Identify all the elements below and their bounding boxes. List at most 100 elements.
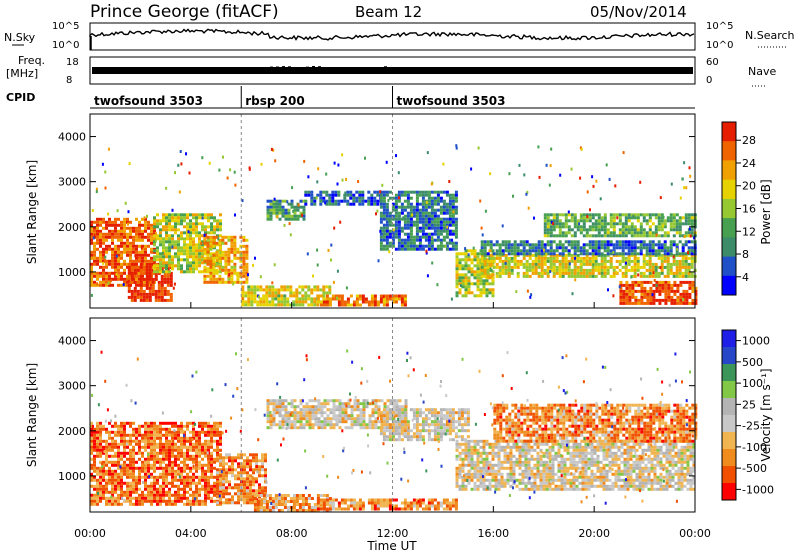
heatmap-cell <box>207 467 210 470</box>
heatmap-cell <box>254 494 257 497</box>
heatmap-cell <box>134 299 137 302</box>
heatmap-cell <box>152 281 155 284</box>
heatmap-cell <box>249 462 252 465</box>
heatmap-cell <box>401 212 404 215</box>
heatmap-cell <box>640 213 643 216</box>
heatmap-cell <box>598 252 601 255</box>
heatmap-cell <box>132 260 135 263</box>
heatmap-cell <box>325 194 328 197</box>
heatmap-cell <box>210 467 213 470</box>
heatmap-cell <box>165 422 168 425</box>
heatmap-cell <box>437 230 440 233</box>
heatmap-cell <box>637 228 640 231</box>
heatmap-cell <box>673 216 676 219</box>
heatmap-cell <box>637 213 640 216</box>
heatmap-cell <box>313 303 316 306</box>
heatmap-cell <box>171 216 174 219</box>
heatmap-cell <box>152 287 155 290</box>
heatmap-cell <box>132 503 135 506</box>
heatmap-cell <box>183 237 186 240</box>
heatmap-cell <box>562 231 565 234</box>
heatmap-cell <box>117 485 120 488</box>
heatmap-cell <box>174 216 177 219</box>
heatmap-cell <box>583 269 586 272</box>
heatmap-cell <box>344 304 347 307</box>
heatmap-cell <box>165 267 168 270</box>
heatmap-cell <box>99 455 102 458</box>
heatmap-cell <box>643 296 646 299</box>
heatmap-cell <box>102 272 105 275</box>
heatmap-cell <box>431 200 434 203</box>
heatmap-cell <box>93 437 96 440</box>
heatmap-speck <box>395 154 397 157</box>
heatmap-cell <box>168 270 171 273</box>
heatmap-cell <box>102 470 105 473</box>
heatmap-cell <box>138 473 141 476</box>
heatmap-speck <box>388 220 390 223</box>
heatmap-cell <box>270 399 273 402</box>
heatmap-speck <box>544 260 546 263</box>
heatmap-cell <box>652 234 655 237</box>
heatmap-cell <box>183 452 186 455</box>
heatmap-cell <box>123 461 126 464</box>
heatmap-speck <box>501 253 503 256</box>
heatmap-speck <box>656 284 658 287</box>
heatmap-cell <box>102 281 105 284</box>
heatmap-cell <box>628 225 631 228</box>
heatmap-cell <box>386 206 389 209</box>
heatmap-speck <box>550 164 552 167</box>
heatmap-cell <box>174 437 177 440</box>
heatmap-cell <box>685 281 688 284</box>
heatmap-cell <box>425 245 428 248</box>
heatmap-cell <box>156 219 159 222</box>
heatmap-cell <box>159 428 162 431</box>
heatmap-cell <box>215 269 218 272</box>
heatmap-cell <box>256 303 259 306</box>
heatmap-cell <box>601 257 604 260</box>
heatmap-cell <box>259 303 262 306</box>
heatmap-cell <box>607 231 610 234</box>
heatmap-cell <box>437 221 440 224</box>
heatmap-cell <box>93 284 96 287</box>
heatmap-cell <box>96 449 99 452</box>
heatmap-cell <box>586 231 589 234</box>
heatmap-cell <box>595 213 598 216</box>
heatmap-cell <box>126 248 129 251</box>
heatmap-cell <box>571 260 574 263</box>
heatmap-cell <box>267 200 270 203</box>
heatmap-cell <box>691 228 694 231</box>
heatmap-cell <box>177 452 180 455</box>
heatmap-cell <box>144 473 147 476</box>
heatmap-cell <box>361 203 364 206</box>
heatmap-cell <box>640 284 643 287</box>
heatmap-cell <box>676 260 679 263</box>
heatmap-cell <box>673 225 676 228</box>
heatmap-cell <box>568 213 571 216</box>
heatmap-cell <box>481 243 484 246</box>
heatmap-cell <box>373 200 376 203</box>
heatmap-cell <box>556 257 559 260</box>
heatmap-cell <box>105 491 108 494</box>
heatmap-cell <box>311 506 314 509</box>
heatmap-cell <box>186 213 189 216</box>
heatmap-cell <box>147 494 150 497</box>
heatmap-cell <box>380 239 383 242</box>
heatmap-cell <box>138 470 141 473</box>
heatmap-speck <box>346 286 348 289</box>
heatmap-cell <box>174 246 177 249</box>
heatmap-cell <box>616 252 619 255</box>
freq-speck <box>246 67 249 69</box>
heatmap-cell <box>580 275 583 278</box>
heatmap-cell <box>422 209 425 212</box>
heatmap-cell <box>658 246 661 249</box>
heatmap-cell <box>171 503 174 506</box>
heatmap-cell <box>99 500 102 503</box>
heatmap-cell <box>517 260 520 263</box>
heatmap-cell <box>186 261 189 264</box>
heatmap-cell <box>257 494 260 497</box>
heatmap-cell <box>410 221 413 224</box>
heatmap-cell <box>237 486 240 489</box>
heatmap-cell <box>231 468 234 471</box>
heatmap-cell <box>111 263 114 266</box>
heatmap-cell <box>138 482 141 485</box>
